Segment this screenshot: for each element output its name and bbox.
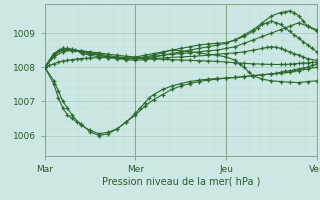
X-axis label: Pression niveau de la mer( hPa ): Pression niveau de la mer( hPa ) — [102, 177, 260, 187]
